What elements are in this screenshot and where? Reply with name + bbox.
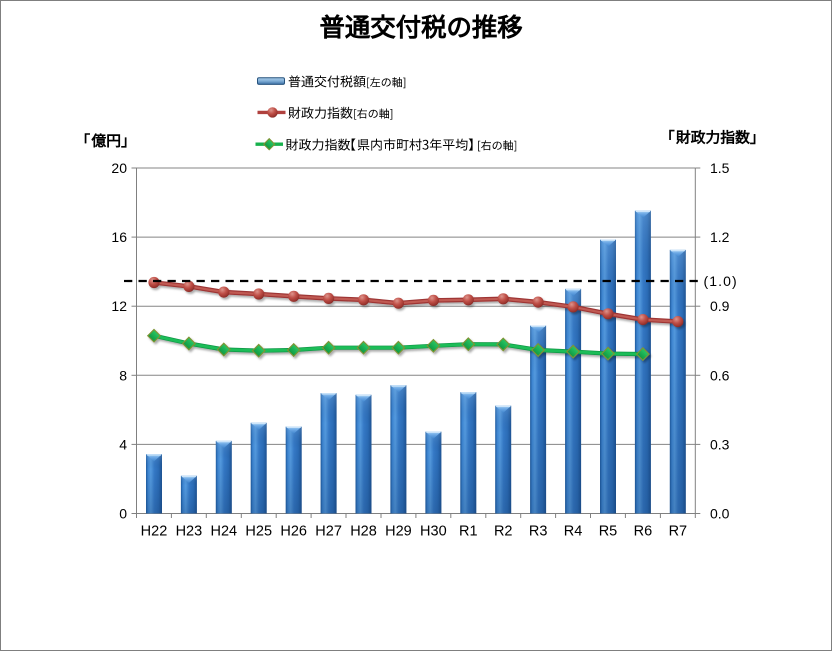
svg-text:R7: R7 [669, 524, 688, 540]
svg-text:H28: H28 [350, 524, 377, 540]
svg-text:1.5: 1.5 [710, 160, 730, 176]
svg-text:H30: H30 [420, 524, 447, 540]
svg-text:H23: H23 [176, 524, 203, 540]
svg-text:20: 20 [111, 160, 127, 176]
svg-text:0.0: 0.0 [710, 506, 730, 522]
svg-text:R2: R2 [494, 524, 513, 540]
svg-text:H24: H24 [211, 524, 238, 540]
svg-text:0: 0 [119, 506, 127, 522]
svg-text:12: 12 [111, 298, 127, 314]
svg-text:4: 4 [119, 436, 127, 452]
svg-text:H26: H26 [280, 524, 307, 540]
svg-text:H27: H27 [315, 524, 342, 540]
svg-text:0.6: 0.6 [710, 367, 730, 383]
svg-text:R6: R6 [634, 524, 653, 540]
svg-text:H29: H29 [385, 524, 412, 540]
svg-text:16: 16 [111, 229, 127, 245]
svg-text:H25: H25 [245, 524, 272, 540]
svg-text:R4: R4 [564, 524, 583, 540]
svg-text:8: 8 [119, 367, 127, 383]
svg-text:(1.0): (1.0) [704, 273, 738, 289]
svg-text:0.3: 0.3 [710, 436, 730, 452]
svg-text:R3: R3 [529, 524, 548, 540]
svg-text:0.9: 0.9 [710, 298, 730, 314]
svg-text:R5: R5 [599, 524, 618, 540]
svg-text:1.2: 1.2 [710, 229, 730, 245]
svg-text:R1: R1 [459, 524, 478, 540]
svg-text:H22: H22 [141, 524, 168, 540]
